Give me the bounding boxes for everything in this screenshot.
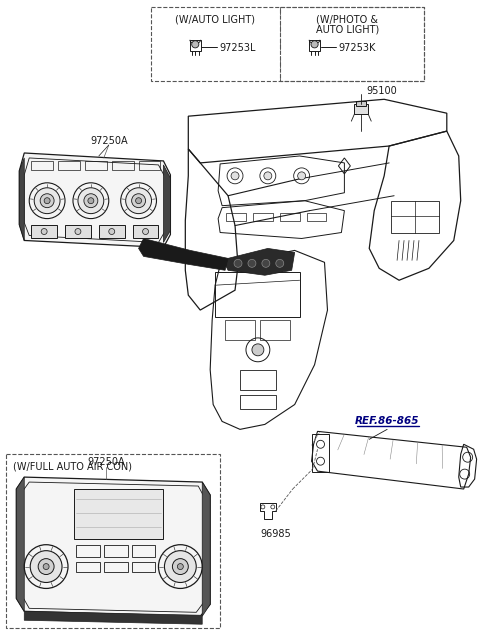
Bar bbox=[240, 370, 276, 390]
Bar bbox=[226, 213, 246, 221]
Circle shape bbox=[298, 172, 306, 180]
Text: (W/PHOTO &: (W/PHOTO & bbox=[316, 15, 378, 25]
Circle shape bbox=[248, 259, 256, 267]
Text: 97250A: 97250A bbox=[90, 136, 128, 146]
Circle shape bbox=[78, 187, 104, 214]
Circle shape bbox=[136, 198, 142, 204]
Polygon shape bbox=[19, 153, 170, 247]
Bar bbox=[240, 395, 276, 410]
Polygon shape bbox=[164, 165, 170, 243]
Circle shape bbox=[231, 172, 239, 180]
Text: AUTO LIGHT): AUTO LIGHT) bbox=[316, 25, 379, 35]
Circle shape bbox=[143, 229, 148, 234]
Bar bbox=[391, 201, 439, 232]
Bar bbox=[309, 40, 320, 51]
Circle shape bbox=[40, 194, 54, 207]
Bar bbox=[307, 213, 326, 221]
Bar bbox=[132, 544, 156, 557]
Bar bbox=[65, 225, 91, 238]
Bar bbox=[280, 7, 424, 82]
Circle shape bbox=[38, 559, 54, 575]
Circle shape bbox=[34, 187, 60, 214]
Circle shape bbox=[132, 194, 145, 207]
Bar bbox=[31, 225, 57, 238]
Circle shape bbox=[75, 229, 81, 234]
Text: (W/AUTO LIGHT): (W/AUTO LIGHT) bbox=[175, 15, 255, 25]
Circle shape bbox=[192, 40, 199, 48]
Polygon shape bbox=[16, 477, 24, 611]
Text: 96985: 96985 bbox=[260, 529, 290, 539]
Bar bbox=[76, 562, 100, 571]
Bar bbox=[190, 40, 201, 51]
Text: 97250A: 97250A bbox=[87, 457, 125, 467]
Bar bbox=[356, 101, 366, 106]
Polygon shape bbox=[139, 238, 228, 270]
Bar bbox=[6, 455, 220, 629]
Bar bbox=[104, 562, 128, 571]
Circle shape bbox=[178, 564, 183, 569]
Bar bbox=[76, 544, 100, 557]
Bar bbox=[74, 489, 164, 539]
Bar bbox=[225, 320, 255, 340]
Text: 97253K: 97253K bbox=[338, 42, 376, 53]
Bar bbox=[31, 161, 53, 170]
Bar bbox=[58, 161, 80, 170]
Circle shape bbox=[41, 229, 47, 234]
Bar bbox=[132, 562, 156, 571]
Circle shape bbox=[172, 559, 188, 575]
Polygon shape bbox=[225, 248, 295, 275]
Circle shape bbox=[44, 198, 50, 204]
Circle shape bbox=[276, 259, 284, 267]
Polygon shape bbox=[16, 477, 210, 616]
Text: 97253L: 97253L bbox=[219, 42, 256, 53]
Bar bbox=[132, 225, 158, 238]
Bar bbox=[104, 544, 128, 557]
Circle shape bbox=[88, 198, 94, 204]
Bar bbox=[99, 225, 125, 238]
Circle shape bbox=[43, 564, 49, 569]
Polygon shape bbox=[24, 611, 202, 624]
Bar bbox=[354, 104, 368, 114]
Circle shape bbox=[234, 259, 242, 267]
Circle shape bbox=[264, 172, 272, 180]
Polygon shape bbox=[19, 158, 24, 241]
Bar bbox=[253, 213, 273, 221]
Bar bbox=[312, 435, 329, 472]
Bar bbox=[151, 7, 424, 82]
Text: (W/FULL AUTO AIR CON): (W/FULL AUTO AIR CON) bbox=[13, 461, 132, 471]
Text: 95100: 95100 bbox=[366, 86, 397, 96]
Bar bbox=[260, 320, 290, 340]
Circle shape bbox=[165, 551, 196, 582]
Circle shape bbox=[84, 194, 98, 207]
Circle shape bbox=[311, 40, 318, 48]
Circle shape bbox=[252, 344, 264, 356]
Bar bbox=[139, 161, 160, 170]
Bar bbox=[215, 272, 300, 317]
Text: REF.86-865: REF.86-865 bbox=[355, 417, 420, 426]
Circle shape bbox=[109, 229, 115, 234]
Bar bbox=[112, 161, 133, 170]
Circle shape bbox=[30, 551, 62, 582]
Circle shape bbox=[126, 187, 152, 214]
Circle shape bbox=[262, 259, 270, 267]
Bar bbox=[280, 213, 300, 221]
Bar bbox=[85, 161, 107, 170]
Polygon shape bbox=[202, 482, 210, 616]
